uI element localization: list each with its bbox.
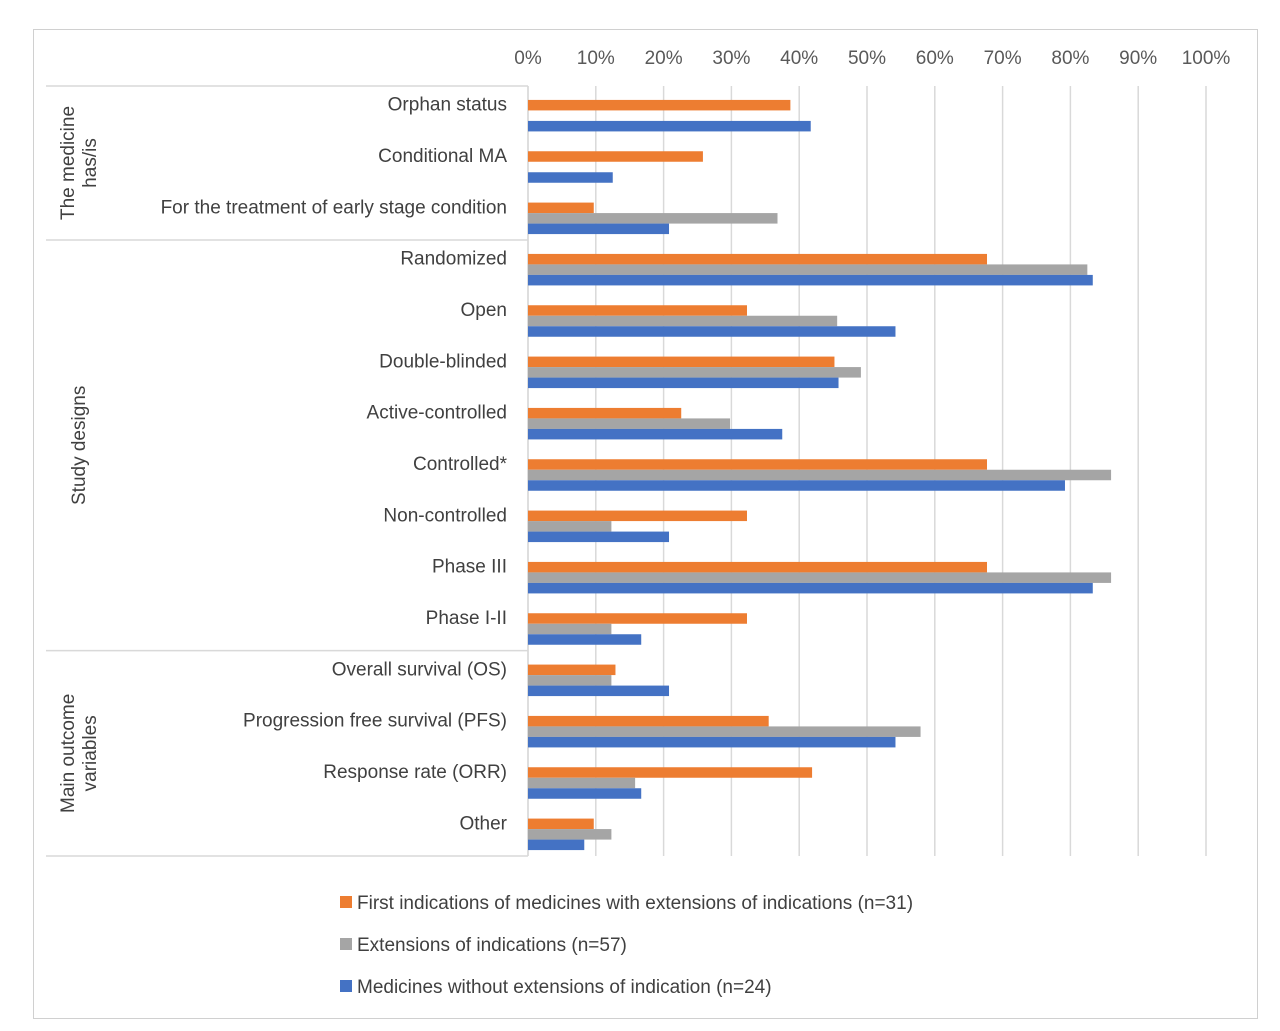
group-label: Study designs xyxy=(69,386,90,505)
x-tick-label: 70% xyxy=(984,48,1022,69)
bar xyxy=(528,767,813,778)
bar xyxy=(528,510,747,522)
bar-chart: 0% 10% 20% 30% 40% 50% 60% 70% 80% 90% 100% The me… xyxy=(46,48,1230,998)
category-label: Double-blinded xyxy=(379,351,507,372)
bar xyxy=(528,561,988,573)
bar xyxy=(528,818,594,830)
bar xyxy=(528,726,921,737)
legend-swatch xyxy=(340,980,352,992)
legend: First indications of medicines with exte… xyxy=(340,893,913,998)
category-label: Progression free survival (PFS) xyxy=(243,711,507,732)
bar xyxy=(528,613,747,624)
legend-swatch xyxy=(340,896,352,908)
category-label: Phase III xyxy=(432,557,507,578)
group-label-line: variables xyxy=(80,715,101,791)
bar xyxy=(528,623,612,635)
category-label: Active-controlled xyxy=(367,403,507,424)
bar xyxy=(528,572,1112,583)
bar xyxy=(528,459,988,470)
bar xyxy=(528,634,642,645)
bar xyxy=(528,736,896,748)
x-tick-label: 10% xyxy=(577,48,615,69)
group-label-line: The medicine xyxy=(58,106,79,220)
bar xyxy=(528,829,612,840)
group-label: Main outcomevariables xyxy=(58,694,101,813)
category-label: Orphan status xyxy=(388,95,507,116)
bar xyxy=(528,172,613,183)
legend-label: Extensions of indications (n=57) xyxy=(357,935,627,956)
bar xyxy=(528,326,896,337)
legend-swatch xyxy=(340,938,352,950)
x-axis-ticks: 0% 10% 20% 30% 40% 50% 60% 70% 80% 90% 100% xyxy=(514,48,1230,69)
bar xyxy=(528,521,612,532)
bar xyxy=(528,377,839,389)
x-tick-label: 40% xyxy=(780,48,818,69)
group-labels: The medicinehas/is Study designs Main outc… xyxy=(58,106,101,813)
x-tick-label: 80% xyxy=(1051,48,1089,69)
bar xyxy=(528,151,703,162)
category-label: Non-controlled xyxy=(383,505,507,526)
bars xyxy=(528,99,1112,851)
bar xyxy=(528,428,783,440)
bar xyxy=(528,274,1093,286)
bar xyxy=(528,685,670,697)
bar xyxy=(528,469,1112,481)
group-label-line: Main outcome xyxy=(58,694,79,813)
group-label-line: Study designs xyxy=(69,386,90,505)
x-tick-label: 50% xyxy=(848,48,886,69)
bar xyxy=(528,715,769,727)
bar xyxy=(528,531,670,543)
x-tick-label: 90% xyxy=(1119,48,1157,69)
group-label-line: has/is xyxy=(80,138,101,188)
bar xyxy=(528,582,1093,594)
bar xyxy=(528,99,791,111)
category-label: Response rate (ORR) xyxy=(323,762,507,783)
bar xyxy=(528,305,747,316)
bar xyxy=(528,253,988,265)
category-label: Conditional MA xyxy=(378,146,507,167)
category-labels: Orphan status Conditional MA For the treat… xyxy=(161,95,508,835)
bar xyxy=(528,788,642,799)
category-label: Randomized xyxy=(400,249,507,270)
bar xyxy=(528,264,1088,275)
x-tick-label: 20% xyxy=(645,48,683,69)
bar xyxy=(528,356,835,368)
group-label: The medicinehas/is xyxy=(58,106,101,220)
bar xyxy=(528,418,731,429)
category-label: Overall survival (OS) xyxy=(332,659,507,680)
bar xyxy=(528,777,636,789)
bar xyxy=(528,407,682,419)
bar xyxy=(528,315,838,327)
bar xyxy=(528,223,670,235)
bar xyxy=(528,120,811,132)
category-label: Open xyxy=(461,300,507,321)
bar xyxy=(528,480,1065,491)
legend-label: Medicines without extensions of indicati… xyxy=(357,977,772,998)
legend-label: First indications of medicines with exte… xyxy=(357,893,913,914)
category-label: Other xyxy=(459,813,507,834)
category-label: Controlled* xyxy=(413,454,508,475)
category-label: Phase I-II xyxy=(426,608,507,629)
x-tick-label: 30% xyxy=(712,48,750,69)
x-tick-label: 60% xyxy=(916,48,954,69)
bar xyxy=(528,664,616,676)
x-tick-label: 0% xyxy=(514,48,542,69)
chart-frame: 0% 10% 20% 30% 40% 50% 60% 70% 80% 90% 100% The me… xyxy=(33,29,1258,1019)
bar xyxy=(528,675,612,686)
bar xyxy=(528,202,594,214)
category-label: For the treatment of early stage conditi… xyxy=(161,197,507,218)
bar xyxy=(528,213,778,224)
x-tick-label: 100% xyxy=(1182,48,1231,69)
bar xyxy=(528,367,861,378)
bar xyxy=(528,839,585,851)
